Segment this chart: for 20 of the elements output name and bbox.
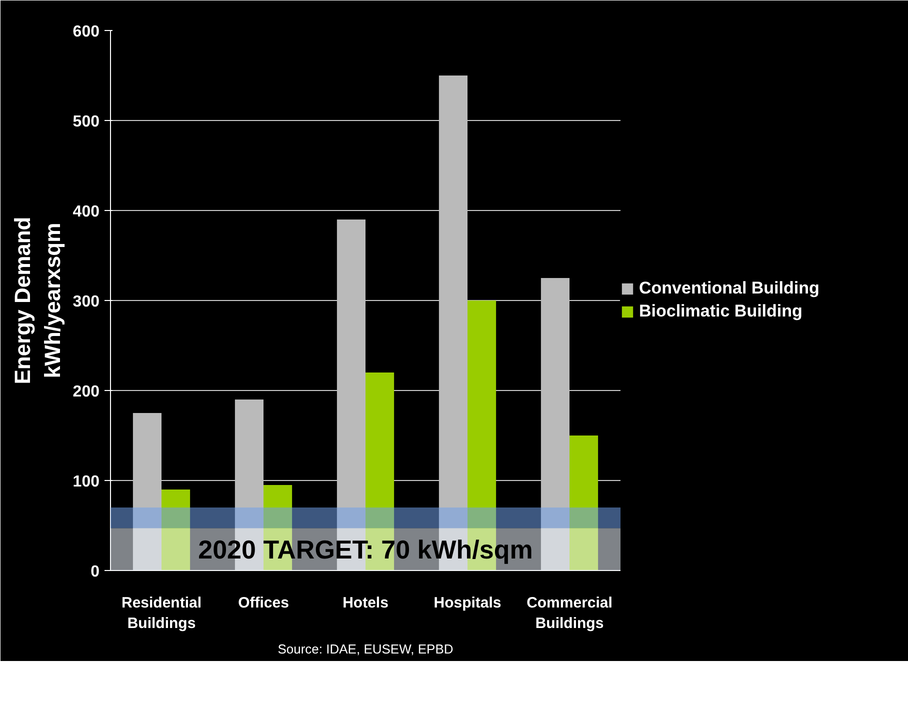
- source-note: Source: IDAE, EUSEW, EPBD: [278, 642, 454, 656]
- y-tick-label: 600: [72, 24, 100, 40]
- x-tick-label: Residential Buildings: [121, 594, 202, 632]
- x-tick-label: Commercial Buildings: [526, 594, 612, 632]
- x-tick-label: Hospitals: [434, 594, 502, 612]
- y-tick-label: 500: [72, 114, 100, 130]
- bar: [570, 436, 598, 570]
- legend-label: Bioclimatic Building: [639, 302, 802, 322]
- bar: [132, 413, 162, 570]
- x-tick-label: Hotels: [342, 594, 388, 612]
- y-axis-title: Energy Demand kWh/yearxsqm: [10, 216, 65, 384]
- x-tick-label: Offices: [238, 594, 289, 612]
- legend-label: Conventional Building: [639, 278, 820, 298]
- y-tick-label: 300: [72, 294, 100, 310]
- y-tick-label: 400: [72, 204, 100, 220]
- y-tick-label: 200: [72, 384, 100, 400]
- bar: [162, 490, 190, 570]
- bar: [540, 278, 570, 570]
- y-tick-label: 100: [72, 474, 100, 490]
- y-tick-label: 0: [90, 564, 100, 580]
